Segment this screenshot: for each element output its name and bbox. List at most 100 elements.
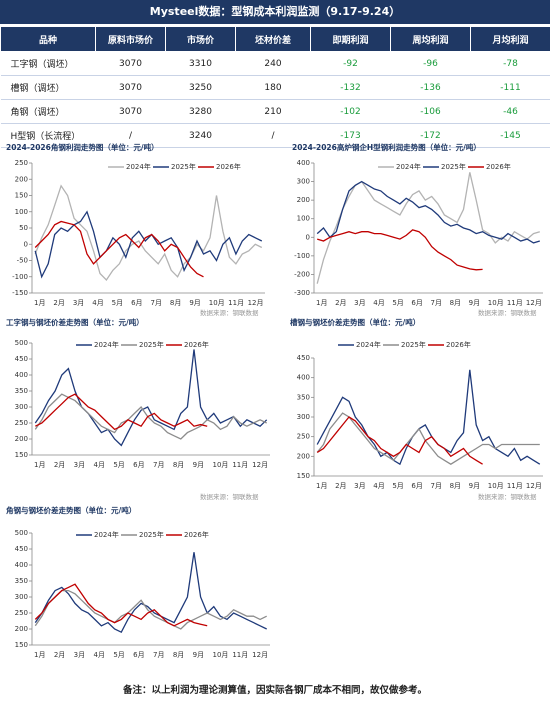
legend-label: 2026年 [446, 340, 471, 349]
table-cell: 槽钢（调坯） [0, 75, 96, 100]
table-cell: -92 [310, 51, 391, 76]
y-tick-label: 250 [15, 159, 28, 167]
legend-label: 2026年 [216, 162, 241, 171]
chart-source: 数据来源：钢联数据 [200, 308, 259, 317]
series-line [316, 369, 541, 466]
table-cell: -132 [310, 75, 391, 100]
x-tick-label: 1月 [34, 651, 45, 659]
y-tick-label: 200 [15, 435, 28, 443]
x-tick-label: 11月 [232, 461, 248, 469]
x-tick-label: 3月 [354, 482, 365, 490]
x-tick-label: 1月 [316, 482, 327, 490]
x-tick-label: 9月 [193, 651, 204, 659]
y-tick-label: 400 [15, 371, 28, 379]
y-tick-label: 0 [24, 240, 28, 248]
footnote: 备注：以上利润为理论测算值，因实际各钢厂成本不相同，故仅做参考。 [122, 685, 427, 696]
x-tick-label: 6月 [411, 482, 422, 490]
table-row: H型钢（长流程）/3240/-173 -172 -145 [0, 123, 550, 148]
x-tick-label: 2月 [335, 482, 346, 490]
series-line [35, 393, 208, 431]
chart-title: 角钢与钢坯价差走势图（单位：元/吨） [6, 505, 136, 515]
y-tick-label: 450 [297, 354, 310, 362]
series-line [34, 552, 267, 634]
x-tick-label: 6月 [131, 299, 142, 307]
legend-label: 2025年 [441, 162, 466, 171]
x-tick-label: 8月 [173, 461, 184, 469]
table-cell: -106 [390, 99, 471, 124]
y-tick-label: -100 [294, 252, 310, 260]
header-cell: 坯材价差 [235, 26, 311, 52]
series-line [34, 184, 263, 282]
x-tick-label: 4月 [94, 651, 105, 659]
table-cell: 3070 [95, 75, 166, 100]
table-cell: -102 [310, 99, 391, 124]
x-tick-label: 6月 [411, 299, 422, 307]
x-tick-label: 10月 [213, 651, 229, 659]
y-tick-label: 350 [297, 393, 310, 401]
series-line [34, 589, 267, 630]
y-tick-label: 50 [19, 224, 28, 232]
y-tick-label: -200 [294, 270, 310, 278]
table-cell: 3070 [95, 99, 166, 124]
y-tick-label: 300 [15, 593, 28, 601]
y-tick-label: 150 [15, 451, 28, 459]
x-tick-label: 7月 [153, 651, 164, 659]
series-line [34, 393, 267, 440]
table-cell: -145 [470, 123, 550, 148]
x-tick-label: 1月 [34, 461, 45, 469]
y-tick-label: 250 [15, 609, 28, 617]
series-line [316, 412, 540, 465]
table-row: 角钢（调坯） 3070 3280 210 -102 -106 -46 [0, 99, 550, 124]
legend-label: 2026年 [184, 530, 209, 539]
y-tick-label: 200 [15, 625, 28, 633]
y-tick-label: 400 [297, 374, 310, 382]
x-tick-label: 12月 [526, 299, 542, 307]
x-tick-label: 3月 [74, 651, 85, 659]
x-tick-label: 3月 [354, 299, 365, 307]
header-cell: 市场价 [165, 26, 236, 52]
x-tick-label: 12月 [248, 299, 264, 307]
x-tick-label: 9月 [469, 299, 480, 307]
chart-source: 数据来源：钢联数据 [478, 308, 537, 317]
table-cell: 240 [235, 51, 311, 76]
series-line [34, 583, 208, 627]
y-tick-label: -50 [17, 257, 28, 265]
x-tick-label: 7月 [431, 482, 442, 490]
table-cell: -172 [390, 123, 471, 148]
x-tick-label: 12月 [252, 461, 268, 469]
x-tick-label: 8月 [173, 651, 184, 659]
legend-label: 2024年 [396, 162, 421, 171]
legend-label: 2024年 [94, 530, 119, 539]
x-tick-label: 11月 [228, 299, 244, 307]
x-tick-label: 4月 [373, 482, 384, 490]
x-tick-label: 11月 [232, 651, 248, 659]
x-tick-label: 7月 [151, 299, 162, 307]
legend-label: 2025年 [171, 162, 196, 171]
series-line [317, 229, 483, 271]
y-tick-label: 150 [297, 472, 310, 480]
x-tick-label: 10月 [488, 299, 504, 307]
x-tick-label: 5月 [392, 299, 403, 307]
x-tick-label: 9月 [193, 461, 204, 469]
x-tick-label: 1月 [316, 299, 327, 307]
y-tick-label: -150 [12, 289, 28, 297]
y-tick-label: 400 [15, 561, 28, 569]
y-tick-label: 300 [297, 413, 310, 421]
x-tick-label: 5月 [113, 461, 124, 469]
legend-label: 2025年 [139, 340, 164, 349]
table-cell: 工字钢（调坯） [0, 51, 96, 76]
y-tick-label: 0 [306, 233, 310, 241]
x-tick-label: 9月 [189, 299, 200, 307]
x-tick-label: 9月 [469, 482, 480, 490]
y-tick-label: 350 [15, 577, 28, 585]
x-tick-label: 2月 [54, 651, 65, 659]
y-tick-label: 450 [15, 545, 28, 553]
x-tick-label: 2月 [54, 461, 65, 469]
y-tick-label: 450 [15, 355, 28, 363]
table-cell: 3240 [165, 123, 236, 148]
x-tick-label: 4月 [94, 461, 105, 469]
x-tick-label: 1月 [34, 299, 45, 307]
table-cell: 3070 [95, 51, 166, 76]
y-tick-label: 150 [15, 192, 28, 200]
